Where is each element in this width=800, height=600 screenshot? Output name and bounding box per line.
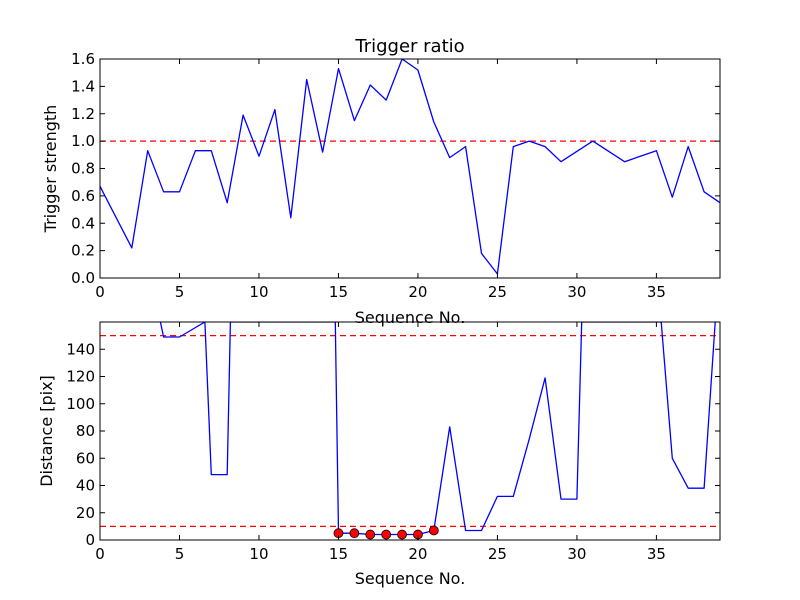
- top-y-tick-label: 1.4: [71, 77, 95, 95]
- top-chart-xlabel: Sequence No.: [355, 308, 466, 327]
- top-y-tick-label: 0.6: [71, 187, 95, 205]
- top-y-tick-label: 0.0: [71, 269, 95, 287]
- bottom-y-tick-label: 80: [76, 422, 95, 440]
- top-chart-frame: [99, 58, 721, 279]
- bottom-x-tick-label: 15: [329, 545, 348, 563]
- top-x-tick-label: 10: [249, 283, 268, 301]
- bottom-x-tick-label: 25: [488, 545, 507, 563]
- top-x-tick-label: 15: [329, 283, 348, 301]
- top-y-tick-label: 0.2: [71, 242, 95, 260]
- trigger-ratio-panel: Trigger ratio 0 5 10 15 20 25 30 35 0.0 0.2 0.4 0.6…: [41, 36, 721, 327]
- top-y-tick-label: 1.6: [71, 50, 95, 68]
- bottom-y-tick-label: 60: [76, 449, 95, 467]
- bottom-series-line-0: [159, 322, 716, 536]
- bottom-marker-point: [381, 529, 392, 540]
- bottom-y-tick-label: 140: [66, 340, 95, 358]
- bottom-marker-point: [397, 529, 407, 540]
- top-x-tick-label: 30: [567, 283, 586, 301]
- bottom-x-tick-label: 30: [567, 545, 586, 563]
- bottom-chart-xlabel: Sequence No.: [355, 569, 466, 588]
- top-chart-ylabel: Trigger strength: [41, 105, 60, 234]
- top-y-tick-label: 1.2: [71, 105, 95, 123]
- bottom-x-tick-label: 20: [408, 545, 427, 563]
- bottom-x-tick-label: 35: [647, 545, 666, 563]
- bottom-y-tick-label: 40: [76, 477, 95, 495]
- bottom-y-tick-label: 20: [76, 504, 95, 522]
- bottom-marker-point: [428, 525, 439, 536]
- bottom-chart-ticks: 0 5 10 15 20 25 30 35 0 20 40 60 80 100 120 140: [66, 322, 720, 563]
- bottom-y-tick-label: 0: [85, 531, 95, 549]
- distance-panel: 0 5 10 15 20 25 30 35 0 20 40 60 80 100 120 140 Sequenc…: [37, 321, 721, 588]
- top-chart-marks: [100, 59, 720, 275]
- top-x-tick-label: 0: [95, 283, 105, 301]
- top-x-tick-label: 5: [175, 283, 185, 301]
- bottom-marker-point: [365, 529, 376, 540]
- top-series-line-0: [100, 59, 720, 275]
- top-chart-title: Trigger ratio: [354, 36, 464, 57]
- bottom-x-tick-label: 5: [175, 545, 185, 563]
- top-y-tick-label: 0.4: [71, 214, 95, 232]
- top-x-tick-label: 20: [408, 283, 427, 301]
- bottom-chart-frame: [99, 321, 721, 541]
- top-x-tick-label: 35: [647, 283, 666, 301]
- top-y-tick-label: 1.0: [71, 132, 95, 150]
- bottom-chart-marks: [100, 322, 720, 540]
- bottom-marker-point: [349, 528, 360, 539]
- bottom-chart-ylabel: Distance [pix]: [37, 375, 56, 487]
- top-chart-ticks: 0 5 10 15 20 25 30 35 0.0 0.2 0.4 0.6 0.8 1.0 1.2 1.4 1.…: [71, 50, 720, 301]
- bottom-x-tick-label: 0: [95, 545, 105, 563]
- bottom-y-tick-label: 100: [66, 395, 95, 413]
- bottom-x-tick-label: 10: [249, 545, 268, 563]
- top-x-tick-label: 25: [488, 283, 507, 301]
- top-y-tick-label: 0.8: [71, 160, 95, 178]
- bottom-y-tick-label: 120: [66, 368, 95, 386]
